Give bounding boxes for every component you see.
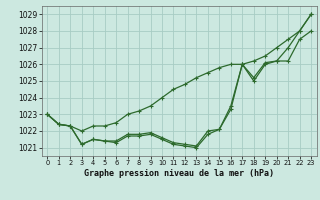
X-axis label: Graphe pression niveau de la mer (hPa): Graphe pression niveau de la mer (hPa) bbox=[84, 169, 274, 178]
